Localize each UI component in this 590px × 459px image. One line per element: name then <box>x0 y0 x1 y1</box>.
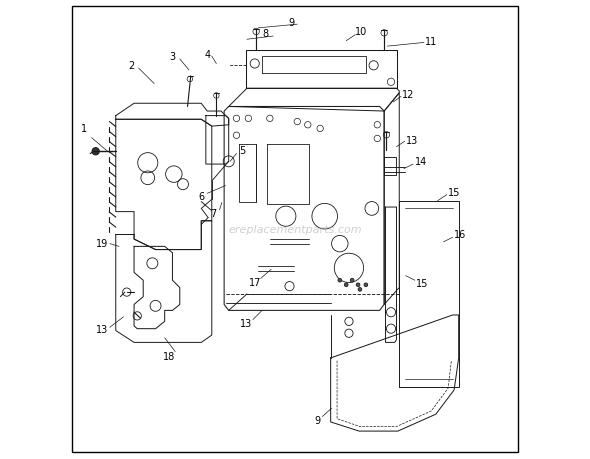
Text: 12: 12 <box>402 90 415 100</box>
Text: 4: 4 <box>204 50 210 60</box>
Text: 18: 18 <box>163 351 175 361</box>
Text: 14: 14 <box>415 157 427 167</box>
Circle shape <box>350 279 354 282</box>
Text: 13: 13 <box>406 135 418 146</box>
Text: 15: 15 <box>416 278 428 288</box>
Text: 19: 19 <box>96 238 108 248</box>
Text: 9: 9 <box>314 415 320 425</box>
Text: 1: 1 <box>81 124 87 134</box>
Circle shape <box>345 283 348 287</box>
Circle shape <box>92 148 99 156</box>
Text: 6: 6 <box>198 192 204 202</box>
Circle shape <box>358 288 362 291</box>
Text: 17: 17 <box>248 277 261 287</box>
Text: 2: 2 <box>128 61 135 71</box>
Circle shape <box>338 279 342 282</box>
Text: 3: 3 <box>169 52 176 62</box>
Text: 8: 8 <box>262 29 268 39</box>
Text: 9: 9 <box>289 18 294 28</box>
Text: 5: 5 <box>240 146 245 156</box>
Text: 13: 13 <box>96 324 108 334</box>
Text: 15: 15 <box>448 187 460 197</box>
Text: ereplacementparts.com: ereplacementparts.com <box>228 224 362 235</box>
Text: 16: 16 <box>454 230 467 240</box>
Text: 13: 13 <box>240 318 252 328</box>
Circle shape <box>364 283 368 287</box>
Text: 11: 11 <box>425 37 437 46</box>
Circle shape <box>356 283 360 287</box>
Text: 10: 10 <box>355 28 368 37</box>
Text: 7: 7 <box>211 208 217 218</box>
